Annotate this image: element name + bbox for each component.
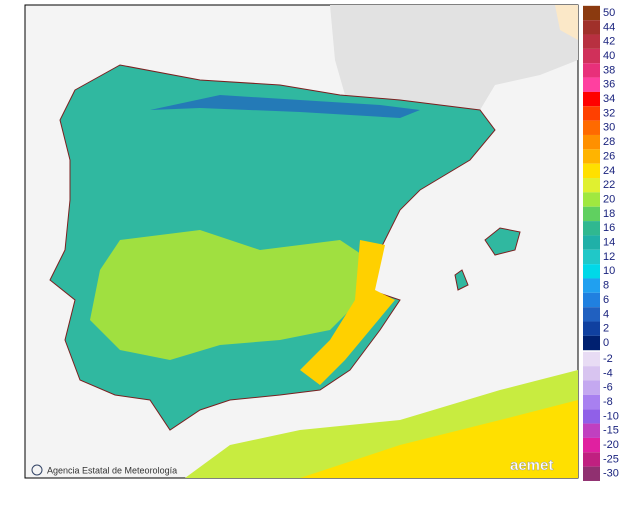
scale-label: 32 xyxy=(603,107,615,119)
scale-swatch xyxy=(583,321,600,336)
logo: aemet xyxy=(510,457,553,474)
scale-swatch xyxy=(583,77,600,92)
warm-zone xyxy=(90,230,370,360)
scale-swatch xyxy=(583,48,600,64)
scale-label: 36 xyxy=(603,79,615,91)
scale-swatch xyxy=(583,394,600,410)
scale-label: 22 xyxy=(603,179,615,191)
scale-swatch xyxy=(583,5,600,21)
scale-label: 16 xyxy=(603,222,615,234)
scale-label: 42 xyxy=(603,36,615,48)
scale-label: 4 xyxy=(603,308,609,320)
scale-label: -4 xyxy=(603,367,613,379)
scale-label: 38 xyxy=(603,64,615,76)
scale-label: 50 xyxy=(603,7,615,19)
scale-label: -25 xyxy=(603,453,619,465)
scale-label: -6 xyxy=(603,382,613,394)
scale-swatch xyxy=(583,335,600,351)
scale-label: 24 xyxy=(603,165,615,177)
scale-label: 2 xyxy=(603,323,609,335)
scale-swatch xyxy=(583,292,600,308)
scale-swatch xyxy=(583,221,600,236)
scale-swatch xyxy=(583,20,600,35)
scale-swatch xyxy=(583,63,600,78)
scale-label: -8 xyxy=(603,396,613,408)
scale-label: 8 xyxy=(603,280,609,292)
scale-label: 18 xyxy=(603,208,615,220)
scale-label: 12 xyxy=(603,251,615,263)
scale-swatch xyxy=(583,264,600,279)
scale-swatch xyxy=(583,366,600,381)
scale-label: 40 xyxy=(603,50,615,62)
scale-label: 10 xyxy=(603,265,615,277)
africa-hot xyxy=(300,400,578,478)
hot-zone xyxy=(300,240,395,385)
scale-swatch xyxy=(583,106,600,121)
scale-label: -2 xyxy=(603,353,613,365)
scale-swatch xyxy=(583,380,600,395)
scale-swatch xyxy=(583,178,600,193)
scale-swatch xyxy=(583,163,600,179)
scale-swatch xyxy=(583,466,600,481)
scale-label: 44 xyxy=(603,21,615,33)
scale-swatch xyxy=(583,409,600,424)
scale-swatch xyxy=(583,235,600,250)
scale-label: -30 xyxy=(603,468,619,480)
scale-label: 6 xyxy=(603,294,609,306)
scale-label: 26 xyxy=(603,150,615,162)
scale-swatch xyxy=(583,91,600,107)
scale-swatch xyxy=(583,423,600,438)
scale-label: -15 xyxy=(603,425,619,437)
scale-swatch xyxy=(583,437,600,453)
france xyxy=(330,5,578,110)
scale-swatch xyxy=(583,452,600,467)
scale-swatch xyxy=(583,149,600,164)
scale-swatch xyxy=(583,278,600,293)
scale-swatch xyxy=(583,134,600,150)
france-warm xyxy=(555,5,578,40)
scale-swatch xyxy=(583,34,600,49)
scale-label: 30 xyxy=(603,122,615,134)
scale-label: 20 xyxy=(603,193,615,205)
scale-swatch xyxy=(583,206,600,222)
scale-label: 34 xyxy=(603,93,615,105)
balearics xyxy=(454,227,521,291)
scale-swatch xyxy=(583,307,600,322)
scale-label: 0 xyxy=(603,337,609,349)
scale-label: -20 xyxy=(603,439,619,451)
scale-swatch xyxy=(583,351,600,367)
credit: Agencia Estatal de Meteorología xyxy=(47,465,177,475)
scale-swatch xyxy=(583,249,600,265)
credit-icon xyxy=(31,464,43,476)
scale-label: 14 xyxy=(603,237,615,249)
scale-swatch xyxy=(583,120,600,135)
scale-swatch xyxy=(583,192,600,207)
scale-label: 28 xyxy=(603,136,615,148)
mountains xyxy=(150,95,420,118)
scale-label: -10 xyxy=(603,410,619,422)
